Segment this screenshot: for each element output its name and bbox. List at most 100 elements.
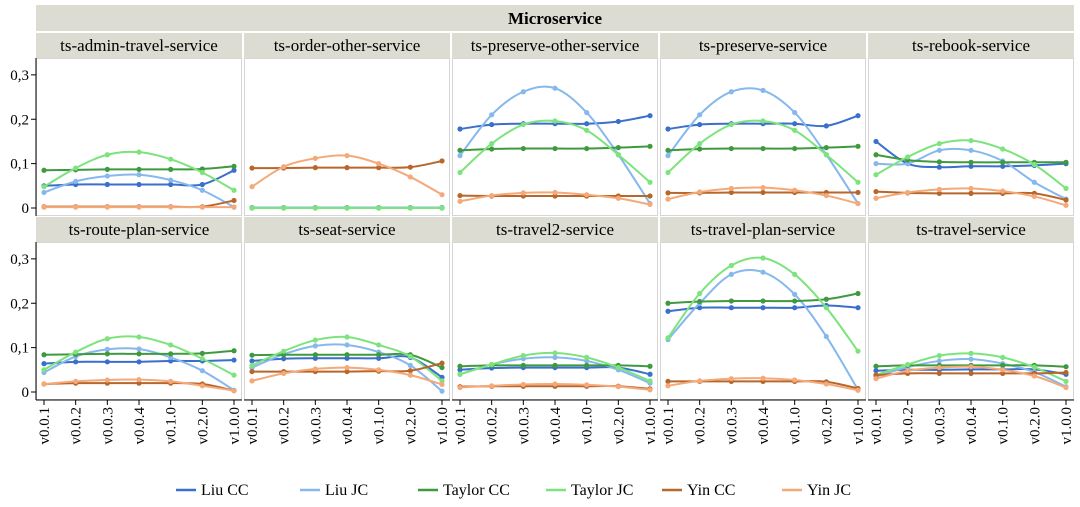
legend-label: Liu CC [201, 482, 249, 499]
legend-item-yin-cc: Yin CC [662, 482, 735, 499]
data-point-yin-jc [439, 381, 445, 388]
data-point-yin-cc [376, 165, 382, 171]
data-point-yin-jc [168, 378, 174, 384]
data-point-liu-cc [873, 368, 879, 374]
data-point-taylor-cc [873, 152, 879, 158]
data-point-taylor-jc [615, 364, 621, 371]
data-point-taylor-jc [344, 205, 350, 211]
panel-ts-admin-travel-service: ts-admin-travel-service [36, 33, 242, 216]
data-point-yin-cc [665, 190, 671, 196]
data-point-taylor-cc [665, 147, 671, 153]
data-point-yin-jc [281, 370, 287, 376]
data-point-liu-cc [855, 305, 861, 311]
data-point-taylor-cc [728, 145, 734, 152]
data-point-taylor-jc [312, 337, 318, 343]
data-point-liu-cc [728, 305, 734, 311]
data-point-liu-cc [231, 357, 237, 363]
data-point-taylor-cc [697, 146, 703, 152]
x-tick-label: v0.0.4 [132, 407, 148, 445]
x-tick-label: v0.2.0 [1027, 407, 1043, 445]
x-tick-label: v0.0.1 [453, 407, 469, 445]
data-point-taylor-jc [41, 184, 47, 190]
data-point-taylor-jc [760, 255, 766, 261]
data-point-yin-jc [520, 190, 526, 196]
x-tick-label: v0.2.0 [195, 407, 211, 445]
legend-item-yin-jc: Yin JC [782, 482, 851, 499]
data-point-liu-jc [344, 342, 350, 348]
data-point-taylor-jc [41, 367, 47, 373]
data-point-taylor-cc [584, 362, 590, 368]
legend-item-taylor-cc: Taylor CC [418, 482, 510, 499]
data-point-taylor-cc [615, 145, 621, 151]
data-point-taylor-cc [760, 298, 766, 304]
data-point-yin-jc [376, 367, 382, 373]
data-point-liu-cc [792, 121, 798, 127]
data-point-yin-cc [439, 360, 445, 366]
data-point-taylor-jc [1031, 161, 1037, 168]
data-point-liu-jc [584, 109, 590, 116]
data-point-yin-jc [407, 174, 413, 180]
data-point-liu-jc [407, 362, 413, 368]
panel-ts-seat-service: ts-seat-service [244, 217, 450, 400]
data-point-yin-jc [489, 383, 495, 389]
x-tick-label: v1.0.0 [227, 407, 243, 445]
data-point-taylor-jc [199, 169, 205, 176]
data-point-taylor-cc [344, 352, 350, 358]
data-point-liu-jc [968, 147, 974, 153]
data-point-liu-cc [457, 126, 463, 132]
x-tick-label: v0.0.4 [340, 407, 356, 445]
data-point-liu-jc [552, 85, 558, 91]
data-point-yin-jc [584, 192, 590, 198]
data-point-taylor-jc [697, 141, 703, 147]
data-point-liu-jc [489, 112, 495, 118]
panel-ts-rebook-service: ts-rebook-service [868, 33, 1074, 216]
chart-title: Microservice [508, 9, 603, 28]
data-point-taylor-jc [457, 169, 463, 176]
x-axis-col-3: v0.0.1 v0.0.2 v0.0.3 v0.0.4 v0.1.0 v0.2.0 v1.0… [452, 399, 659, 445]
data-point-yin-cc [968, 370, 974, 376]
data-point-yin-jc [281, 164, 287, 170]
data-point-taylor-cc [647, 363, 653, 369]
data-point-yin-jc [136, 376, 142, 383]
panel-strip [660, 217, 866, 242]
data-point-yin-jc [73, 204, 79, 210]
data-point-taylor-jc [281, 205, 287, 211]
data-point-taylor-cc [520, 145, 526, 152]
data-point-taylor-cc [136, 166, 142, 172]
data-point-yin-jc [905, 189, 911, 196]
data-point-taylor-cc [1063, 159, 1069, 165]
data-point-taylor-jc [665, 335, 671, 341]
data-point-yin-jc [584, 382, 590, 388]
data-point-liu-jc [905, 161, 911, 167]
legend: Liu CC Liu JC Taylor CC Taylor JC Yin CC Yin … [176, 482, 851, 499]
data-point-taylor-jc [1063, 378, 1069, 384]
data-point-yin-cc [407, 368, 413, 374]
data-point-liu-cc [665, 308, 671, 314]
panel-strip [244, 217, 450, 242]
y-tick-label: 0,1 [10, 157, 29, 173]
data-point-taylor-jc [873, 172, 879, 178]
data-point-yin-cc [855, 189, 861, 196]
legend-item-liu-jc: Liu JC [300, 482, 368, 499]
data-point-liu-jc [760, 269, 766, 275]
data-point-taylor-jc [489, 361, 495, 368]
x-tick-label: v0.0.3 [100, 407, 116, 445]
x-axis-col-2: v0.0.1 v0.0.2 v0.0.3 v0.0.4 v0.1.0 v0.2.0 v1.0… [244, 399, 451, 445]
panel-strip [36, 217, 242, 242]
data-point-yin-cc [665, 378, 671, 384]
legend-label: Yin CC [687, 482, 735, 499]
data-point-taylor-jc [168, 342, 174, 348]
x-tick-label: v0.0.1 [37, 407, 53, 445]
panel-title: ts-preserve-other-service [471, 36, 640, 55]
data-point-liu-jc [41, 189, 47, 196]
data-point-yin-jc [936, 364, 942, 371]
data-point-taylor-jc [584, 127, 590, 133]
data-point-yin-jc [873, 195, 879, 201]
data-point-taylor-cc [249, 352, 255, 358]
legend-label: Liu JC [325, 482, 368, 499]
x-tick-label: v0.0.2 [485, 407, 501, 445]
panel-strip [660, 33, 866, 58]
data-point-taylor-jc [73, 165, 79, 171]
data-point-yin-jc [199, 204, 205, 210]
data-point-yin-cc [1063, 369, 1069, 376]
